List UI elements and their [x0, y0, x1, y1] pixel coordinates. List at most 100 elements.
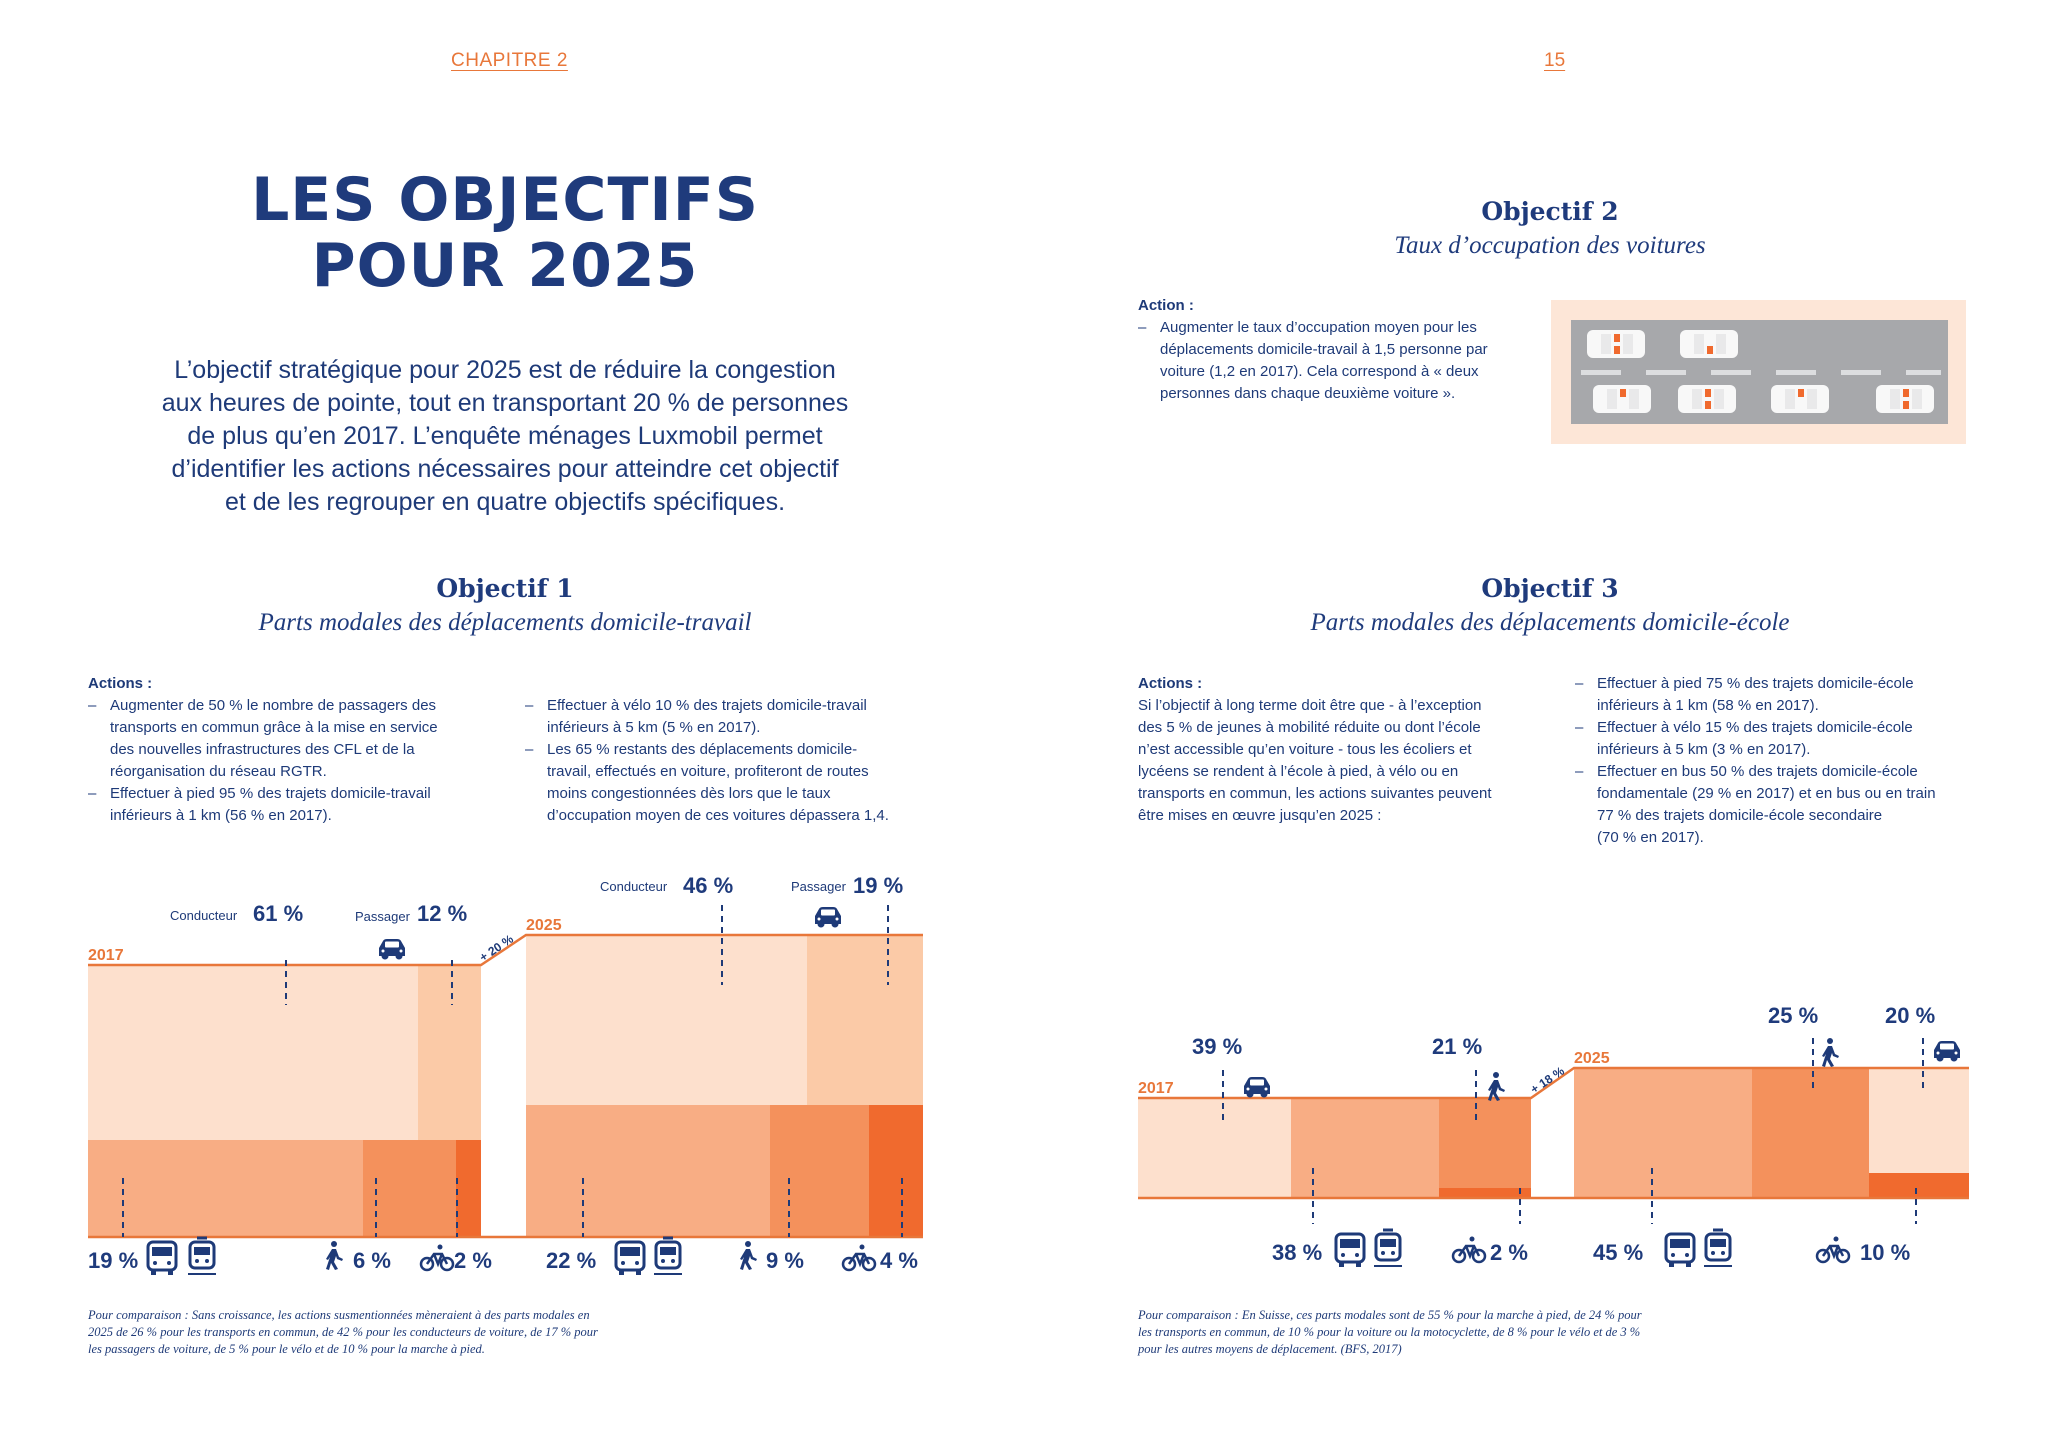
action-item: Augmenter le taux d’occupation moyen pou… [1138, 317, 1538, 405]
action-item: Augmenter de 50 % le nombre de passagers… [88, 695, 508, 783]
value-conducteur-2017: 61 % [253, 901, 303, 926]
value-velo-2017: 2 % [454, 1248, 492, 1273]
objectif3-intro: Si l’objectif à long terme doit être que… [1138, 697, 1492, 824]
page-title: LES OBJECTIFS POUR 2025 [160, 167, 850, 299]
bus-icon [614, 1240, 646, 1275]
intro-line: aux heures de pointe, tout en transporta… [161, 389, 849, 417]
objectif2-subtitle: Taux d’occupation des voitures [1394, 232, 1706, 259]
car-icon [1244, 1077, 1270, 1098]
value-velo-2017: 2 % [1490, 1240, 1528, 1265]
action-item: Effectuer en bus 50 % des trajets domici… [1575, 761, 1995, 849]
area-2017-marche [1439, 1098, 1531, 1198]
area-2017-velo [456, 1140, 481, 1237]
area-2017-velo [1439, 1188, 1531, 1198]
car-icon [379, 939, 405, 960]
objectif1-title: Objectif 1 [436, 574, 574, 603]
car-top-icon [1587, 330, 1645, 358]
action-item: Effectuer à vélo 15 % des trajets domici… [1575, 717, 1995, 761]
train-icon [654, 1236, 682, 1275]
label-passager-2025: Passager [791, 879, 847, 894]
car-top-icon [1771, 385, 1829, 413]
growth-label: + 18 % [1528, 1064, 1567, 1097]
value-transports-2025: 22 % [546, 1248, 596, 1273]
chapter-label: CHAPITRE 2 [451, 50, 568, 71]
objectif3-footnote: Pour comparaison : En Suisse, ces parts … [1138, 1308, 1642, 1356]
action-item: Les 65 % restants des déplacements domic… [525, 739, 945, 827]
area-2025-velo [1869, 1173, 1969, 1198]
car-icon [1934, 1041, 1960, 1062]
total-line [88, 933, 923, 967]
walking-icon [1822, 1038, 1839, 1067]
label-conducteur-2017: Conducteur [170, 908, 238, 923]
chart-domicile-ecole: 2017 2025 + 18 % 39 % 21 % 25 % 20 % 38 … [1138, 1003, 1969, 1267]
bicycle-icon [841, 1244, 877, 1272]
value-transports-2017: 19 % [88, 1248, 138, 1273]
action-item: Effectuer à pied 95 % des trajets domici… [88, 783, 508, 827]
walking-icon [740, 1241, 757, 1270]
objectif2-actions-label: Action : [1138, 297, 1194, 314]
value-marche-2025: 25 % [1768, 1003, 1818, 1028]
value-marche-2025: 9 % [766, 1248, 804, 1273]
area-2017-conducteur [88, 965, 418, 1140]
area-2025-marche [1752, 1068, 1869, 1198]
area-2017-transports [88, 1140, 363, 1237]
action-item: Effectuer à pied 75 % des trajets domici… [1575, 673, 1995, 717]
bus-icon [146, 1240, 178, 1275]
objectif1-footnote: Pour comparaison : Sans croissance, les … [88, 1308, 598, 1356]
page-title-line2: POUR 2025 [311, 231, 699, 301]
walking-icon [326, 1241, 343, 1270]
intro-line: de plus qu’en 2017. L’enquête ménages Lu… [187, 422, 823, 450]
objectif2-actions: Augmenter le taux d’occupation moyen pou… [1138, 317, 1538, 405]
year-label-2017: 2017 [1138, 1080, 1174, 1097]
area-2025-velo [869, 1105, 923, 1237]
area-2017-voiture [1138, 1098, 1291, 1198]
value-transports-2025: 45 % [1593, 1240, 1643, 1265]
value-transports-2017: 38 % [1272, 1240, 1322, 1265]
value-marche-2017: 6 % [353, 1248, 391, 1273]
label-passager-2017: Passager [355, 909, 411, 924]
value-marche-2017: 21 % [1432, 1034, 1482, 1059]
value-passager-2017: 12 % [417, 901, 467, 926]
area-2025-transports [526, 1105, 770, 1237]
intro-line: d’identifier les actions nécessaires pou… [171, 455, 839, 483]
car-top-icon [1680, 330, 1738, 358]
objectif2-title: Objectif 2 [1481, 197, 1619, 226]
value-voiture-2025: 20 % [1885, 1003, 1935, 1028]
walking-icon [1488, 1072, 1505, 1101]
total-line [1138, 1066, 1969, 1100]
car-icon [815, 907, 841, 928]
objectif3-actions-label: Actions : [1138, 675, 1203, 692]
value-conducteur-2025: 46 % [683, 873, 733, 898]
train-icon [1374, 1228, 1402, 1267]
car-top-icon [1593, 385, 1651, 413]
objectif1-subtitle: Parts modales des déplacements domicile-… [258, 609, 752, 636]
area-2017-marche [363, 1140, 456, 1237]
bicycle-icon [1451, 1236, 1487, 1264]
objectif1-actions-label: Actions : [88, 675, 153, 692]
car-top-icon [1876, 385, 1934, 413]
bus-icon [1664, 1232, 1696, 1267]
area-2025-transports [1574, 1068, 1752, 1198]
year-label-2017: 2017 [88, 947, 124, 964]
road-illustration [1551, 300, 1966, 444]
value-voiture-2017: 39 % [1192, 1034, 1242, 1059]
objectif1-actions-col2: Effectuer à vélo 10 % des trajets domici… [525, 695, 945, 827]
objectif3-actions: Effectuer à pied 75 % des trajets domici… [1575, 673, 1995, 849]
intro-paragraph: L’objectif stratégique pour 2025 est de … [110, 354, 900, 519]
value-passager-2025: 19 % [853, 873, 903, 898]
area-2017-transports [1291, 1098, 1439, 1198]
car-top-icon [1678, 385, 1736, 413]
action-item: Effectuer à vélo 10 % des trajets domici… [525, 695, 945, 739]
page-title-line1: LES OBJECTIFS [251, 165, 759, 235]
year-label-2025: 2025 [526, 917, 562, 934]
bicycle-icon [1815, 1236, 1851, 1264]
area-2017-passager [418, 965, 481, 1140]
bicycle-icon [419, 1244, 455, 1272]
objectif1-actions-col1: Augmenter de 50 % le nombre de passagers… [88, 695, 508, 827]
value-velo-2025: 4 % [880, 1248, 918, 1273]
objectif3-title: Objectif 3 [1481, 574, 1619, 603]
growth-label: + 20 % [477, 932, 516, 965]
year-label-2025: 2025 [1574, 1050, 1610, 1067]
label-conducteur-2025: Conducteur [600, 879, 668, 894]
bus-icon [1334, 1232, 1366, 1267]
